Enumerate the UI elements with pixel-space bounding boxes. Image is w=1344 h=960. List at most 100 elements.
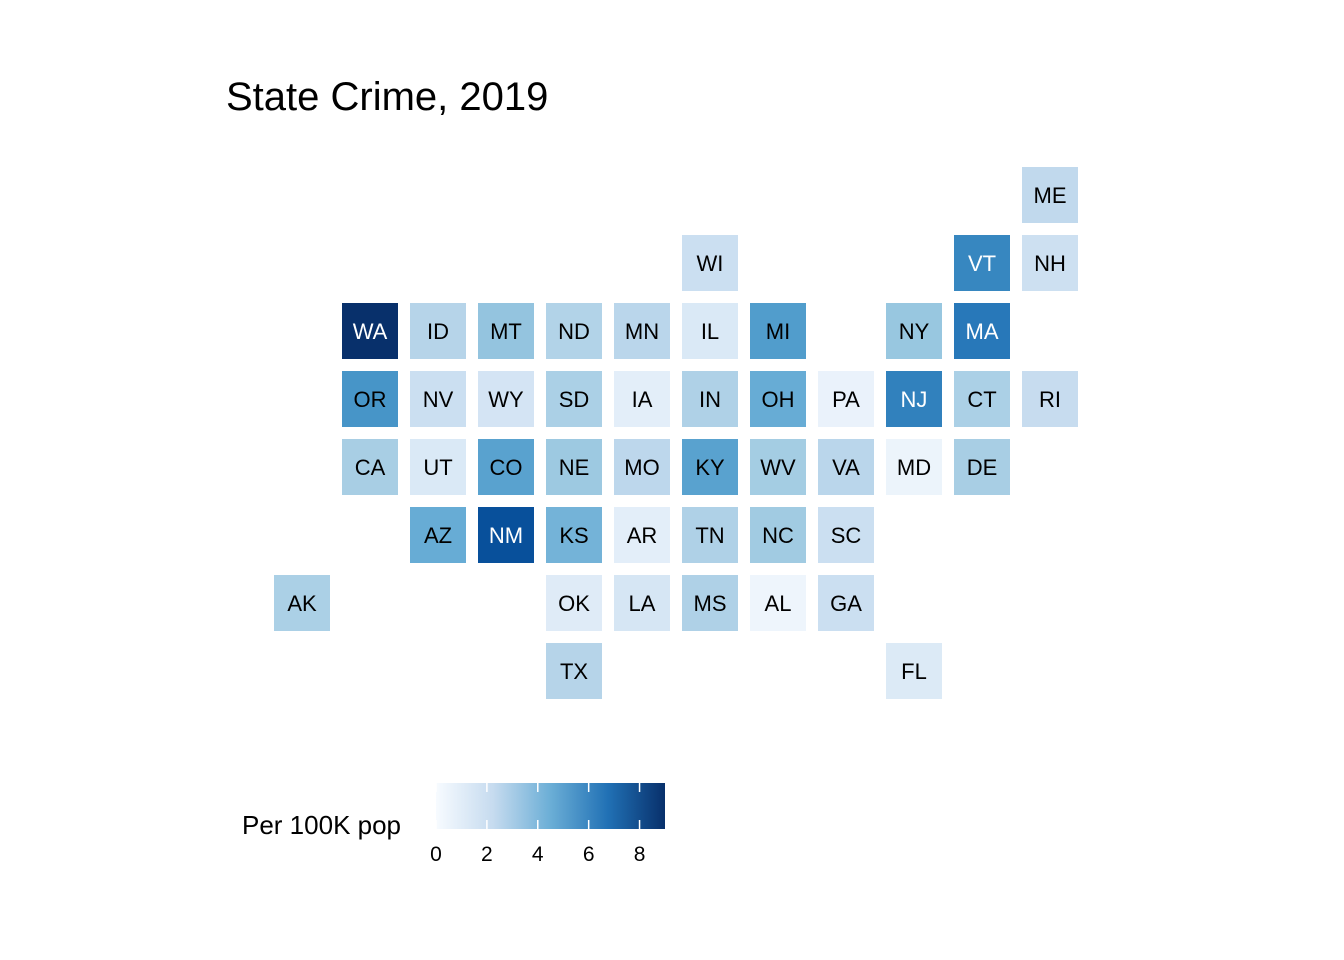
state-tile-in: IN [682, 371, 738, 427]
state-tile-mo: MO [614, 439, 670, 495]
state-tile-ct: CT [954, 371, 1010, 427]
state-label: VA [832, 455, 860, 480]
state-label: AK [287, 591, 317, 616]
state-tile-rect [478, 439, 534, 495]
state-label: ME [1034, 183, 1067, 208]
state-label: CA [355, 455, 386, 480]
state-label: RI [1039, 387, 1061, 412]
state-tile-sc: SC [818, 507, 874, 563]
state-label: MT [490, 319, 522, 344]
state-tile-id: ID [410, 303, 466, 359]
state-tile-rect [478, 371, 534, 427]
state-label: MI [766, 319, 790, 344]
state-label: MD [897, 455, 931, 480]
state-tile-nm: NM [478, 507, 534, 563]
state-label: KY [695, 455, 725, 480]
state-tile-fl: FL [886, 643, 942, 699]
legend-tick-label: 6 [583, 843, 595, 866]
state-tile-mt: MT [478, 303, 534, 359]
legend-tick-label: 0 [430, 843, 442, 866]
state-tile-nj: NJ [886, 371, 942, 427]
state-tile-nc: NC [750, 507, 806, 563]
state-tile-ri: RI [1022, 371, 1078, 427]
state-tile-rect [478, 507, 534, 563]
state-tile-rect [342, 371, 398, 427]
state-label: PA [832, 387, 860, 412]
state-label: WV [760, 455, 796, 480]
state-tile-rect [818, 575, 874, 631]
state-label: NJ [901, 387, 928, 412]
legend-tick-label: 2 [481, 843, 493, 866]
state-tile-rect [682, 439, 738, 495]
state-label: MS [694, 591, 727, 616]
state-tile-wv: WV [750, 439, 806, 495]
state-label: AZ [424, 523, 452, 548]
state-tile-pa: PA [818, 371, 874, 427]
state-label: OH [762, 387, 795, 412]
state-tile-ky: KY [682, 439, 738, 495]
state-tile-ny: NY [886, 303, 942, 359]
state-tile-rect [410, 371, 466, 427]
state-label: SD [559, 387, 590, 412]
state-tile-ga: GA [818, 575, 874, 631]
state-label: OK [558, 591, 590, 616]
color-legend: Per 100K pop 0 2 4 6 8 [242, 783, 665, 866]
state-tile-rect [614, 507, 670, 563]
state-tile-co: CO [478, 439, 534, 495]
state-label: MA [966, 319, 999, 344]
state-tile-rect [410, 507, 466, 563]
state-tile-ms: MS [682, 575, 738, 631]
state-tile-rect [546, 575, 602, 631]
state-tile-rect [1022, 371, 1078, 427]
state-tile-rect [886, 643, 942, 699]
state-label: AR [627, 523, 658, 548]
state-tile-rect [954, 439, 1010, 495]
state-tile-tx: TX [546, 643, 602, 699]
state-tile-rect [410, 303, 466, 359]
state-tile-al: AL [750, 575, 806, 631]
state-tile-rect [478, 303, 534, 359]
state-tile-rect [614, 371, 670, 427]
state-label: NV [423, 387, 454, 412]
state-tile-rect [546, 439, 602, 495]
state-tile-wi: WI [682, 235, 738, 291]
state-tile-rect [682, 371, 738, 427]
state-tile-rect [886, 303, 942, 359]
state-label: LA [629, 591, 656, 616]
state-tile-ne: NE [546, 439, 602, 495]
state-tile-az: AZ [410, 507, 466, 563]
state-tile-nd: ND [546, 303, 602, 359]
state-tile-rect [954, 303, 1010, 359]
state-tile-ks: KS [546, 507, 602, 563]
state-label: NY [899, 319, 930, 344]
state-tile-rect [274, 575, 330, 631]
state-label: CO [490, 455, 523, 480]
state-tile-rect [342, 439, 398, 495]
state-label: KS [559, 523, 588, 548]
state-tile-rect [750, 507, 806, 563]
state-label: GA [830, 591, 862, 616]
state-label: WY [488, 387, 524, 412]
state-label: SC [831, 523, 862, 548]
legend-tick-label: 8 [634, 843, 646, 866]
state-tile-rect [818, 371, 874, 427]
state-label: ID [427, 319, 449, 344]
state-label: TX [560, 659, 588, 684]
state-tile-rect [750, 575, 806, 631]
state-tile-ma: MA [954, 303, 1010, 359]
state-label: AL [765, 591, 792, 616]
state-label: WA [353, 319, 388, 344]
state-label: DE [967, 455, 998, 480]
state-label: WI [697, 251, 724, 276]
state-label: FL [901, 659, 927, 684]
state-label: ND [558, 319, 590, 344]
state-tile-rect [750, 303, 806, 359]
state-tile-rect [750, 371, 806, 427]
state-label: MO [624, 455, 659, 480]
state-tile-rect [682, 235, 738, 291]
state-tile-vt: VT [954, 235, 1010, 291]
legend-title: Per 100K pop [242, 810, 401, 840]
state-tile-rect [750, 439, 806, 495]
state-tile-rect [818, 439, 874, 495]
